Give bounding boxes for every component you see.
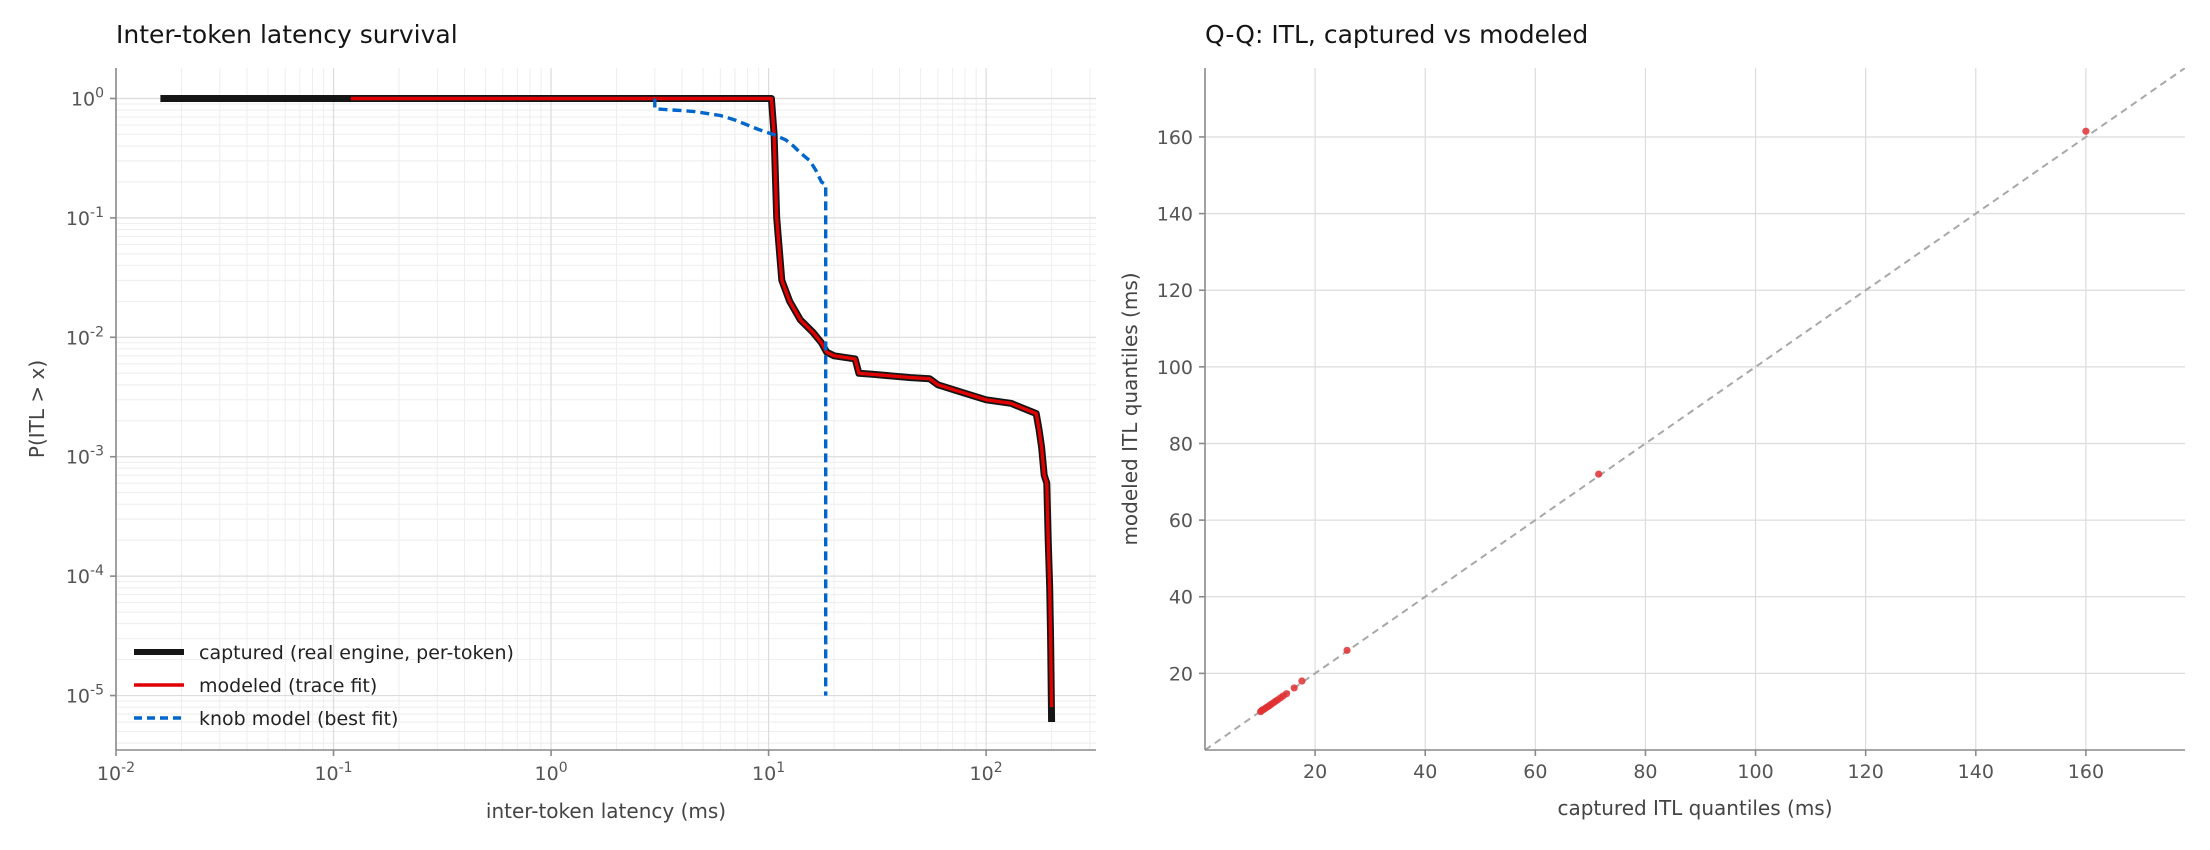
right-x-tick-label-6: 140 — [1958, 761, 1994, 783]
right-x-tick-label-1: 40 — [1413, 761, 1437, 783]
qq-points — [1257, 127, 2090, 716]
x-tick-label-0: 10-2 — [97, 760, 135, 785]
right-x-axis-label: captured ITL quantiles (ms) — [1557, 796, 1832, 820]
right-y-tick-label-1: 40 — [1169, 587, 1193, 609]
right-major-grid — [1205, 68, 2185, 750]
left-y-axis-label: P(ITL > x) — [25, 360, 49, 458]
right-x-tick-label-3: 80 — [1633, 761, 1657, 783]
qq-point-17 — [1595, 470, 1603, 478]
right-y-tick-label-7: 160 — [1157, 127, 1193, 149]
qq-point-16 — [1343, 646, 1351, 654]
legend-label-0: captured (real engine, per-token) — [199, 642, 514, 664]
qq-point-13 — [1282, 690, 1291, 698]
right-tick-labels: 20 40 60 80 100 120 140 160 20 40 60 80 100 120 140 160 — [1157, 127, 2104, 783]
right-x-tick-label-0: 20 — [1303, 761, 1327, 783]
x-tick-label-3: 101 — [752, 760, 785, 785]
series-line-2 — [653, 98, 828, 696]
right-y-tick-label-5: 120 — [1157, 280, 1193, 302]
y-tick-label-2: 10-2 — [66, 324, 104, 349]
y-tick-label-0: 100 — [71, 85, 104, 110]
left-tick-labels: 10-2 10-1 100 101 102 100 10-1 10-2 10-3 10-4 10-5 — [66, 85, 1003, 785]
right-y-tick-label-2: 60 — [1169, 510, 1193, 532]
legend-label-1: modeled (trace fit) — [199, 675, 377, 697]
legend: captured (real engine, per-token) modeled… — [134, 642, 514, 730]
series-line-1 — [350, 96, 1054, 708]
right-chart-title: Q-Q: ITL, captured vs modeled — [1205, 20, 1589, 49]
y-tick-label-4: 10-4 — [66, 563, 104, 588]
series-line-0 — [160, 95, 1056, 723]
qq-chart: 20 40 60 80 100 120 140 160 20 40 60 80 100 120 140 160… — [1118, 68, 2185, 820]
right-x-tick-label-5: 120 — [1848, 761, 1884, 783]
x-tick-label-4: 102 — [970, 760, 1003, 785]
right-x-tick-label-4: 100 — [1737, 761, 1773, 783]
right-axes — [1204, 68, 2185, 751]
left-chart-title: Inter-token latency survival — [116, 20, 458, 49]
right-x-tick-label-7: 160 — [2068, 761, 2104, 783]
left-series-group — [160, 95, 1056, 723]
left-x-axis-label: inter-token latency (ms) — [486, 799, 726, 823]
y-tick-label-5: 10-5 — [66, 683, 104, 708]
left-axes — [115, 68, 1096, 751]
reference-line-group — [1205, 68, 2185, 750]
y-tick-label-1: 10-1 — [66, 205, 104, 230]
right-y-tick-label-0: 20 — [1169, 663, 1193, 685]
qq-point-14 — [1290, 684, 1298, 692]
qq-point-15 — [1298, 677, 1306, 685]
right-y-axis-label: modeled ITL quantiles (ms) — [1118, 272, 1142, 545]
right-y-tick-label-3: 80 — [1169, 433, 1193, 455]
left-major-grid — [115, 68, 1096, 750]
right-y-tick-label-4: 100 — [1157, 357, 1193, 379]
x-tick-label-1: 10-1 — [314, 760, 352, 785]
qq-point-18 — [2082, 127, 2090, 135]
x-tick-label-2: 100 — [535, 760, 568, 785]
y-tick-label-3: 10-3 — [66, 444, 104, 469]
right-x-tick-label-2: 60 — [1523, 761, 1547, 783]
right-y-tick-label-6: 140 — [1157, 204, 1193, 226]
legend-label-2: knob model (best fit) — [199, 708, 398, 730]
identity-reference-line — [1205, 68, 2185, 750]
survival-chart: 10-2 10-1 100 101 102 100 10-1 10-2 10-3 10-4 10-5… — [25, 68, 1096, 823]
